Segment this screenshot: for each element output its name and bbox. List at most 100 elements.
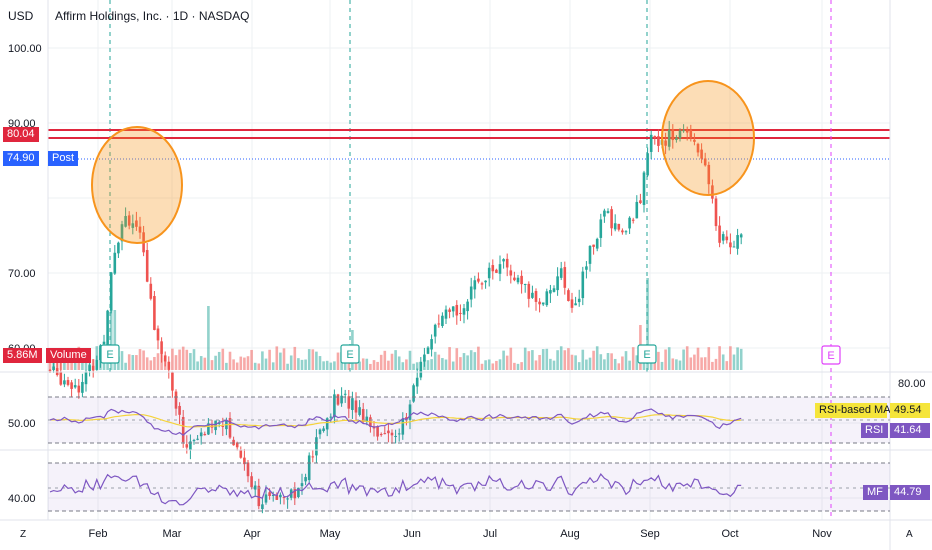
volume-bar: [588, 357, 592, 370]
volume-bar: [585, 359, 588, 370]
volume-bar: [736, 347, 739, 370]
volume-bar: [394, 350, 397, 370]
earnings-marker[interactable]: E: [340, 344, 360, 364]
volume-bar: [448, 347, 451, 370]
candle-body: [714, 198, 718, 227]
volume-bar: [739, 348, 743, 370]
candle-body: [556, 276, 559, 291]
candle-body: [300, 483, 304, 487]
candle-body: [646, 153, 649, 176]
earnings-marker[interactable]: E: [100, 344, 120, 364]
volume-bar: [221, 348, 225, 370]
candle-body: [91, 365, 95, 371]
candle-body: [59, 372, 63, 385]
mfi-label: MF: [863, 485, 888, 500]
volume-bar: [430, 359, 433, 370]
volume-bar: [689, 357, 693, 370]
candle-body: [631, 219, 635, 221]
candle-body: [621, 230, 624, 233]
candle-body: [606, 211, 610, 213]
candle-body: [516, 277, 520, 283]
volume-bar: [383, 350, 387, 370]
candle-body: [376, 426, 379, 437]
candle-body: [77, 385, 81, 393]
rsi-value: 41.64: [890, 423, 930, 438]
volume-bar: [358, 361, 361, 370]
volume-bar: [376, 361, 379, 370]
candle-body: [84, 372, 88, 385]
candle-body: [347, 396, 351, 409]
candle-body: [642, 172, 646, 205]
candle-body: [102, 341, 106, 345]
candle-body: [624, 231, 628, 233]
volume-bar: [113, 310, 117, 370]
candle-body: [545, 291, 549, 306]
mfi-line: [49, 473, 742, 506]
volume-bar: [473, 352, 477, 370]
volume-bar: [300, 359, 304, 370]
timezone-toggle[interactable]: Z: [20, 529, 26, 540]
volume-bar: [228, 351, 232, 370]
symbol-title[interactable]: Affirm Holdings, Inc. · 1D · NASDAQ: [55, 9, 250, 23]
candle-body: [379, 434, 383, 436]
volume-bar: [214, 355, 217, 370]
candle-body: [455, 304, 459, 316]
candle-body: [117, 242, 120, 254]
future-earnings-marker[interactable]: E: [821, 345, 841, 365]
volume-bar: [199, 356, 203, 370]
highlight-circle-sep[interactable]: [661, 80, 755, 196]
candle-body: [217, 423, 221, 425]
auto-scale-toggle-text: A: [906, 529, 913, 540]
candle-body: [282, 496, 286, 498]
volume-bar: [610, 353, 613, 370]
candle-body: [387, 430, 390, 434]
earnings-marker[interactable]: E: [637, 344, 657, 364]
candle-body: [135, 220, 138, 227]
candle-body: [318, 429, 322, 435]
volume-bar: [282, 348, 286, 370]
candle-body: [235, 442, 239, 448]
candle-body: [264, 494, 268, 503]
candle-body: [271, 494, 275, 496]
rsi-ma-label-text: RSI-based MA: [819, 404, 891, 416]
volume-value-badge: 5.86M: [3, 348, 42, 363]
candle-body: [228, 417, 232, 438]
volume-bar: [649, 358, 653, 370]
volume-bar: [592, 350, 595, 370]
highlight-circle-feb[interactable]: [91, 126, 183, 244]
candle-body: [732, 246, 736, 248]
volume-bar: [552, 360, 556, 370]
volume-bar: [621, 356, 624, 370]
candle-body: [491, 265, 495, 272]
candle-body: [275, 494, 279, 500]
volume-bar: [145, 357, 149, 370]
volume-bar: [135, 355, 138, 370]
volume-bar: [304, 359, 307, 370]
volume-bar: [138, 349, 142, 370]
volume-bar: [700, 357, 703, 370]
candle-body: [185, 444, 189, 448]
volume-bar: [466, 355, 469, 370]
month-label: Aug: [560, 528, 580, 540]
volume-bar: [567, 348, 570, 370]
svg-text:E: E: [106, 349, 113, 361]
current-price-badge: 74.90: [3, 151, 39, 166]
volume-bar: [408, 350, 412, 370]
currency-label[interactable]: USD: [8, 9, 34, 23]
candle-body: [570, 299, 574, 308]
volume-value: 5.86M: [7, 349, 38, 361]
volume-bar: [534, 360, 538, 370]
candle-body: [505, 258, 509, 268]
candle-body: [718, 225, 721, 243]
candle-body: [268, 492, 271, 497]
candle-body: [495, 269, 498, 273]
current-price-value: 74.90: [7, 152, 35, 164]
auto-scale-toggle[interactable]: A: [906, 529, 913, 540]
candle-body: [484, 280, 487, 283]
volume-bar: [505, 355, 509, 370]
volume-bar: [631, 347, 635, 370]
volume-bar: [685, 346, 689, 370]
volume-bar: [426, 360, 430, 370]
candle-body: [480, 283, 484, 285]
